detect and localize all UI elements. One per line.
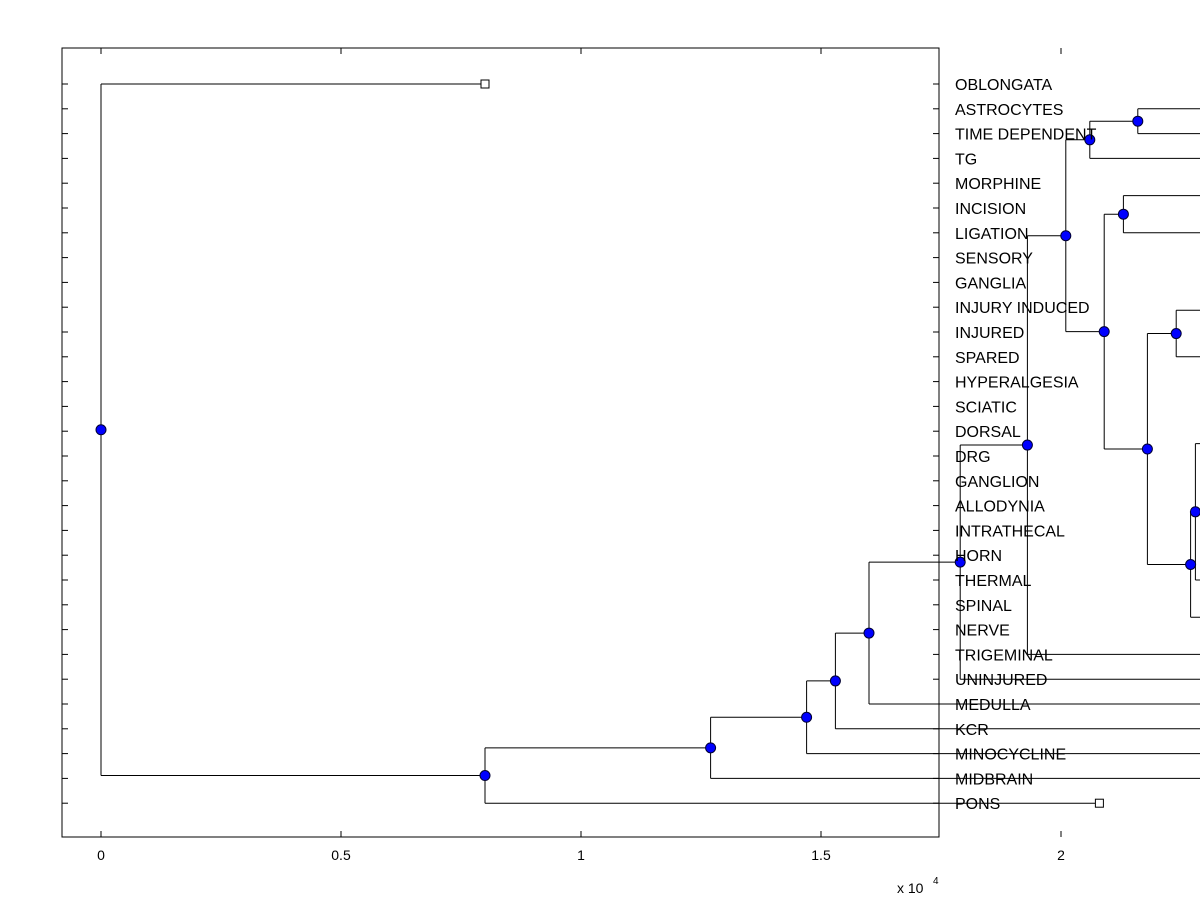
leaf-label: LIGATION (955, 226, 1029, 243)
node-marker (1084, 134, 1096, 146)
leaf-marker (480, 79, 490, 89)
leaf-label: INJURED (955, 325, 1024, 342)
node-marker (1060, 230, 1072, 242)
leaf-label: UNINJURED (955, 672, 1047, 689)
leaf-label: INCISION (955, 201, 1026, 218)
node-marker (1021, 439, 1033, 451)
nodes-layer (95, 115, 1200, 782)
leaf-label: INJURY INDUCED (955, 300, 1090, 317)
leaf-label: TRIGEMINAL (955, 647, 1053, 664)
leaf-label: NERVE (955, 623, 1010, 640)
node-marker (863, 627, 875, 639)
leaf-label: THERMAL (955, 573, 1032, 590)
leaf-marker (1094, 798, 1104, 808)
node-marker (1170, 328, 1182, 340)
x-axis-multiplier-base: x 10 (897, 880, 924, 896)
leaf-label: INTRATHECAL (955, 523, 1065, 540)
x-tick-label: 0.5 (331, 847, 351, 863)
node-marker (1189, 506, 1200, 518)
x-tick-label: 1 (577, 847, 585, 863)
node-marker (1132, 115, 1144, 127)
node-marker (479, 770, 491, 782)
leaf-label: ALLODYNIA (955, 499, 1045, 516)
leaf-label: HORN (955, 548, 1002, 565)
node-marker (954, 556, 966, 568)
node-marker (705, 742, 717, 754)
plot-frame (61, 47, 940, 838)
leaf-label: MEDULLA (955, 697, 1031, 714)
x-axis-multiplier-exponent: 4 (933, 876, 939, 887)
x-tick-label: 2 (1057, 847, 1065, 863)
leaf-label: SENSORY (955, 251, 1033, 268)
leaf-label: GANGLIA (955, 275, 1026, 292)
leaf-label: GANGLION (955, 474, 1039, 491)
node-marker (1185, 559, 1197, 570)
leaf-labels-layer: OBLONGATA ASTROCYTES TIME DEPENDENT TG MORPH… (955, 77, 1097, 813)
node-marker (829, 675, 841, 687)
node-marker (801, 711, 813, 723)
x-tick-label: 0 (97, 847, 105, 863)
leaf-label: PONS (955, 796, 1000, 813)
leaf-label: DRG (955, 449, 991, 466)
leaf-label: KCR (955, 722, 989, 739)
axes-layer (61, 47, 940, 838)
leaf-label: MORPHINE (955, 176, 1041, 193)
x-tick-label: 1.5 (811, 847, 831, 863)
leaf-label: OBLONGATA (955, 77, 1053, 94)
leaf-label: MINOCYCLINE (955, 747, 1066, 764)
leaf-label: HYPERALGESIA (955, 375, 1079, 392)
leaf-label: ASTROCYTES (955, 102, 1063, 119)
leaf-label: SPARED (955, 350, 1020, 367)
leaf-label: DORSAL (955, 424, 1021, 441)
x-axis-layer: 00.511.522.53 (62, 48, 1065, 863)
leaf-label: TG (955, 151, 977, 168)
x-axis-multiplier: x 10 4 (897, 876, 939, 896)
node-marker (1098, 326, 1110, 338)
leaf-label: SPINAL (955, 598, 1012, 615)
leaves-layer (480, 79, 1104, 808)
leaf-label: TIME DEPENDENT (955, 127, 1097, 144)
leaf-label: MIDBRAIN (955, 771, 1033, 788)
node-marker (1141, 443, 1153, 455)
node-marker (95, 424, 107, 436)
node-marker (1117, 208, 1129, 220)
leaf-label: SCIATIC (955, 399, 1017, 416)
